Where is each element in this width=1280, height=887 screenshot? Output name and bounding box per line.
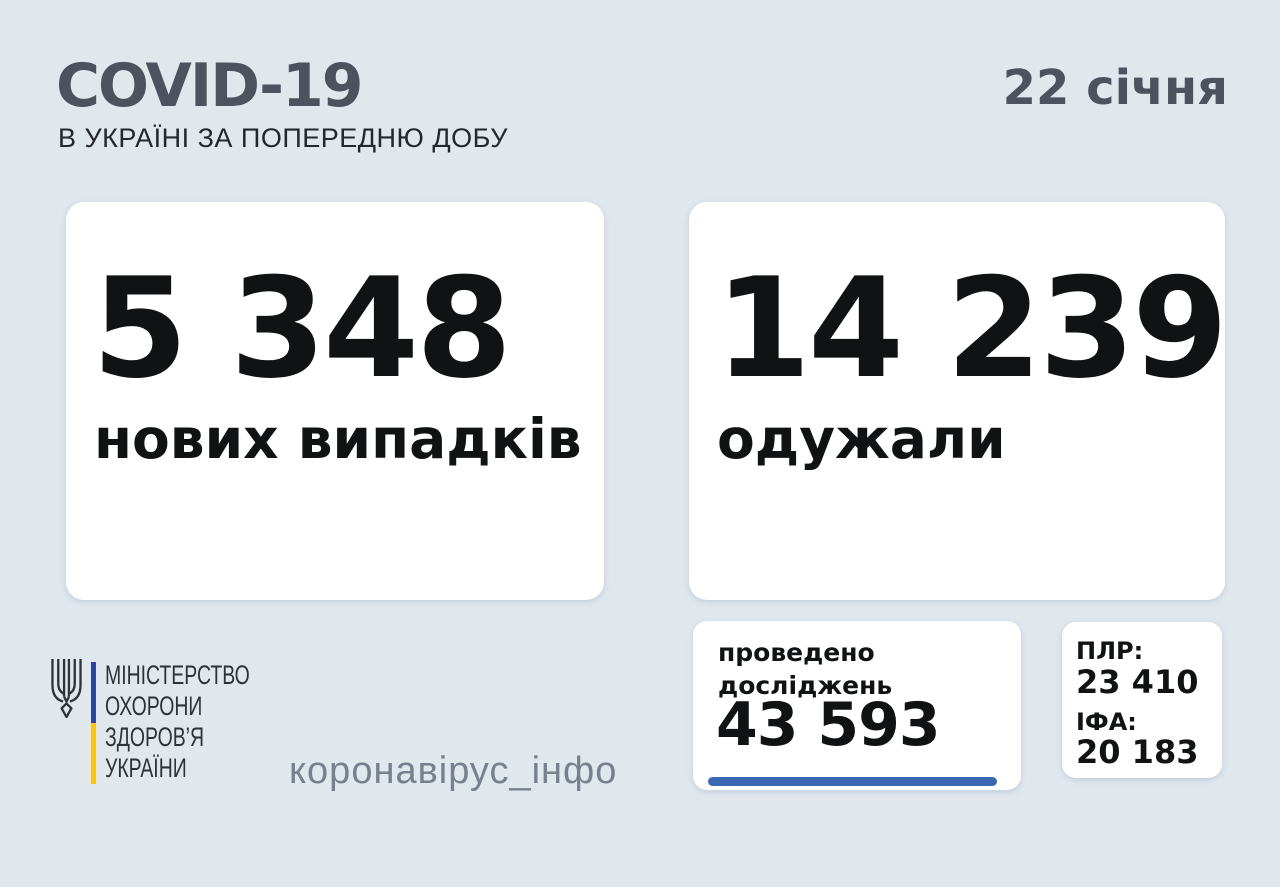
ministry-line: УКРАЇНИ <box>105 753 187 783</box>
test-types-card: ПЛР: 23 410 ІФА: 20 183 <box>1062 622 1222 778</box>
trident-logo-icon <box>51 658 82 718</box>
recovered-value: 14 239 <box>715 248 1228 409</box>
flag-yellow-segment <box>91 723 96 784</box>
channel-name: коронавірус_інфо <box>289 750 618 792</box>
recovered-card: 14 239 одужали <box>689 202 1228 600</box>
ifa-value: 20 183 <box>1076 733 1199 771</box>
ifa-label: ІФА: <box>1076 708 1137 736</box>
page-title: COVID-19 <box>56 51 364 121</box>
ministry-line: ОХОРОНИ <box>105 691 203 721</box>
recovered-label: одужали <box>717 407 1006 471</box>
ministry-line: ЗДОРОВ’Я <box>105 722 205 752</box>
report-date: 22 січня <box>1002 60 1228 116</box>
plr-label: ПЛР: <box>1076 637 1144 665</box>
flag-blue-segment <box>91 662 96 723</box>
page-subtitle: В УКРАЇНІ ЗА ПОПЕРЕДНЮ ДОБУ <box>58 123 508 153</box>
new-cases-card: 5 348 нових випадків <box>66 202 604 600</box>
plr-value: 23 410 <box>1076 663 1199 701</box>
ministry-line: МІНІСТЕРСТВО <box>105 660 250 690</box>
accent-bar <box>708 777 997 786</box>
tests-value: 43 593 <box>716 690 941 760</box>
new-cases-value: 5 348 <box>92 248 512 409</box>
tests-card: проведено досліджень 43 593 <box>693 621 1021 790</box>
flag-stripe-icon <box>91 662 96 784</box>
new-cases-label: нових випадків <box>94 407 582 471</box>
tests-label: проведено досліджень <box>718 638 893 700</box>
ministry-name: МІНІСТЕРСТВО ОХОРОНИ ЗДОРОВ’Я УКРАЇНИ <box>105 660 250 784</box>
